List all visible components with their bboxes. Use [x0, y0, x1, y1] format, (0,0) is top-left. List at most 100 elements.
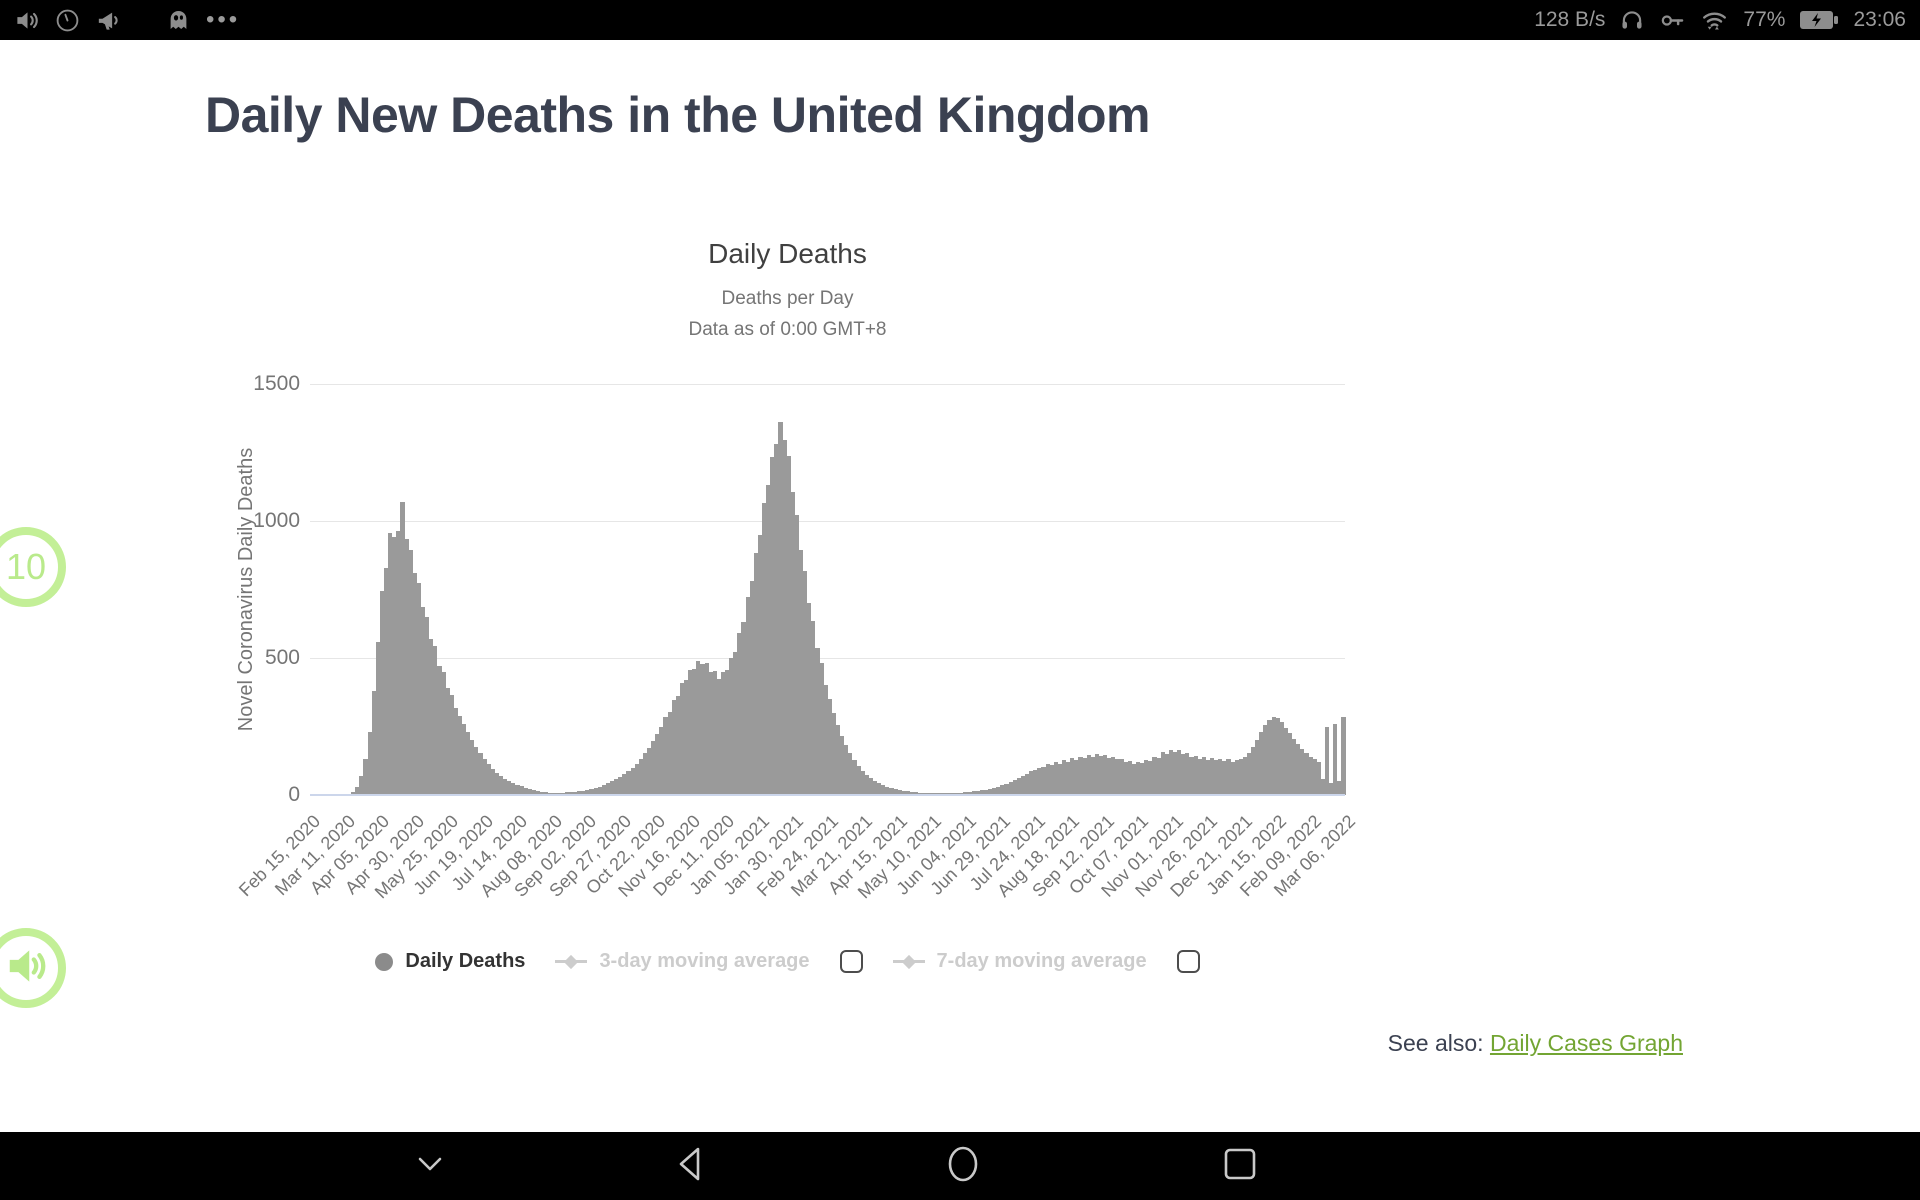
daily-deaths-bar[interactable]	[844, 745, 849, 795]
daily-deaths-bar[interactable]	[745, 597, 750, 795]
daily-deaths-bar[interactable]	[1255, 740, 1260, 795]
daily-deaths-bar[interactable]	[614, 779, 619, 795]
daily-deaths-bar[interactable]	[1066, 761, 1071, 795]
daily-deaths-bar[interactable]	[420, 607, 426, 795]
daily-deaths-bar[interactable]	[708, 672, 713, 795]
daily-deaths-bar[interactable]	[1025, 773, 1030, 795]
daily-deaths-bar[interactable]	[1312, 759, 1317, 795]
daily-deaths-bar[interactable]	[1168, 749, 1173, 795]
hide-keyboard-button[interactable]	[385, 1132, 475, 1200]
daily-deaths-bar[interactable]	[909, 791, 915, 795]
daily-deaths-bar[interactable]	[527, 788, 532, 795]
checkbox-7day-average[interactable]	[1176, 950, 1200, 973]
daily-deaths-bar[interactable]	[1214, 760, 1219, 795]
daily-deaths-bar[interactable]	[462, 723, 467, 795]
daily-deaths-bar[interactable]	[544, 792, 549, 795]
daily-deaths-bar[interactable]	[856, 766, 861, 795]
daily-deaths-bar[interactable]	[392, 537, 397, 795]
daily-deaths-bar[interactable]	[683, 680, 689, 795]
daily-deaths-bar[interactable]	[885, 786, 890, 795]
daily-deaths-bar[interactable]	[457, 715, 463, 795]
daily-deaths-bar[interactable]	[1333, 723, 1338, 795]
daily-deaths-bar[interactable]	[1201, 757, 1206, 795]
overlay-speaker-button[interactable]	[0, 928, 66, 1008]
daily-deaths-bar[interactable]	[379, 590, 384, 795]
daily-deaths-bar[interactable]	[872, 780, 878, 795]
daily-deaths-bar[interactable]	[827, 699, 832, 795]
daily-deaths-bar[interactable]	[1082, 758, 1087, 795]
daily-deaths-bar[interactable]	[1004, 783, 1009, 795]
daily-deaths-bar[interactable]	[700, 664, 705, 795]
daily-deaths-bar[interactable]	[1111, 756, 1116, 795]
daily-deaths-bar[interactable]	[1123, 761, 1128, 795]
daily-deaths-bar[interactable]	[959, 792, 964, 795]
daily-deaths-bar[interactable]	[794, 514, 800, 795]
daily-deaths-bar[interactable]	[478, 753, 483, 795]
daily-deaths-bar[interactable]	[449, 695, 454, 795]
daily-deaths-bar[interactable]	[1103, 755, 1108, 795]
daily-deaths-bar[interactable]	[573, 791, 578, 795]
daily-deaths-bar[interactable]	[1304, 753, 1309, 795]
daily-deaths-bar[interactable]	[893, 788, 898, 795]
daily-deaths-bar[interactable]	[568, 792, 573, 795]
daily-deaths-bar[interactable]	[429, 638, 434, 795]
daily-deaths-bar[interactable]	[1074, 759, 1079, 795]
recents-button[interactable]	[1195, 1132, 1285, 1200]
daily-deaths-bar[interactable]	[1033, 769, 1038, 795]
daily-deaths-bar[interactable]	[626, 770, 631, 795]
daily-deaths-bar[interactable]	[996, 786, 1001, 795]
daily-deaths-bar[interactable]	[679, 683, 684, 795]
daily-deaths-bar[interactable]	[388, 533, 393, 795]
daily-deaths-bar[interactable]	[1181, 753, 1186, 795]
daily-deaths-bar[interactable]	[815, 648, 820, 795]
daily-deaths-bar[interactable]	[593, 788, 598, 795]
daily-deaths-bar[interactable]	[786, 455, 791, 795]
daily-deaths-bar[interactable]	[1320, 778, 1326, 795]
daily-deaths-bar[interactable]	[663, 716, 668, 795]
daily-deaths-bar[interactable]	[515, 784, 520, 795]
daily-deaths-bar[interactable]	[749, 581, 754, 795]
daily-deaths-bar[interactable]	[1267, 719, 1272, 795]
daily-deaths-bar[interactable]	[1259, 731, 1264, 795]
daily-deaths-bar[interactable]	[737, 633, 742, 795]
daily-deaths-bar[interactable]	[651, 741, 656, 795]
daily-deaths-bar[interactable]	[1062, 759, 1067, 795]
daily-deaths-bar[interactable]	[548, 792, 553, 795]
daily-deaths-bar[interactable]	[905, 791, 910, 795]
daily-deaths-bar[interactable]	[733, 651, 738, 795]
daily-deaths-bar[interactable]	[803, 570, 808, 795]
daily-deaths-bar[interactable]	[840, 736, 845, 795]
daily-deaths-bar[interactable]	[1160, 752, 1165, 795]
daily-deaths-bar[interactable]	[1246, 752, 1252, 795]
daily-deaths-bar[interactable]	[1205, 759, 1210, 795]
status-bar[interactable]: ••• 128 B/s 77% 23:06	[0, 0, 1920, 40]
daily-deaths-bar[interactable]	[630, 767, 635, 795]
daily-deaths-bar[interactable]	[1325, 726, 1330, 795]
daily-deaths-bar[interactable]	[416, 582, 421, 795]
daily-deaths-bar[interactable]	[1086, 755, 1091, 795]
daily-deaths-bar[interactable]	[1288, 733, 1293, 795]
daily-deaths-bar[interactable]	[1251, 747, 1256, 795]
back-button[interactable]	[645, 1132, 735, 1200]
daily-deaths-bar[interactable]	[445, 688, 450, 795]
daily-deaths-bar[interactable]	[511, 782, 516, 795]
daily-deaths-bar[interactable]	[704, 662, 709, 795]
daily-deaths-bar[interactable]	[918, 792, 923, 795]
daily-deaths-bar[interactable]	[367, 731, 372, 795]
checkbox-3day-average[interactable]	[839, 950, 863, 973]
daily-deaths-bar[interactable]	[1222, 761, 1227, 795]
daily-deaths-bar[interactable]	[725, 670, 730, 795]
daily-deaths-bar[interactable]	[1316, 761, 1321, 795]
daily-deaths-bar[interactable]	[864, 774, 869, 795]
daily-deaths-bar[interactable]	[408, 549, 413, 795]
daily-deaths-bar[interactable]	[1012, 779, 1017, 795]
daily-deaths-bar[interactable]	[692, 668, 697, 795]
legend-item-daily-deaths[interactable]: Daily Deaths	[375, 950, 525, 973]
daily-deaths-bar[interactable]	[655, 734, 660, 795]
daily-deaths-bar[interactable]	[1078, 756, 1083, 795]
daily-deaths-bar[interactable]	[1185, 752, 1190, 795]
daily-deaths-bar[interactable]	[552, 792, 557, 795]
daily-deaths-bar[interactable]	[720, 672, 726, 795]
daily-deaths-bar[interactable]	[1263, 725, 1268, 795]
daily-deaths-bar[interactable]	[716, 678, 721, 795]
